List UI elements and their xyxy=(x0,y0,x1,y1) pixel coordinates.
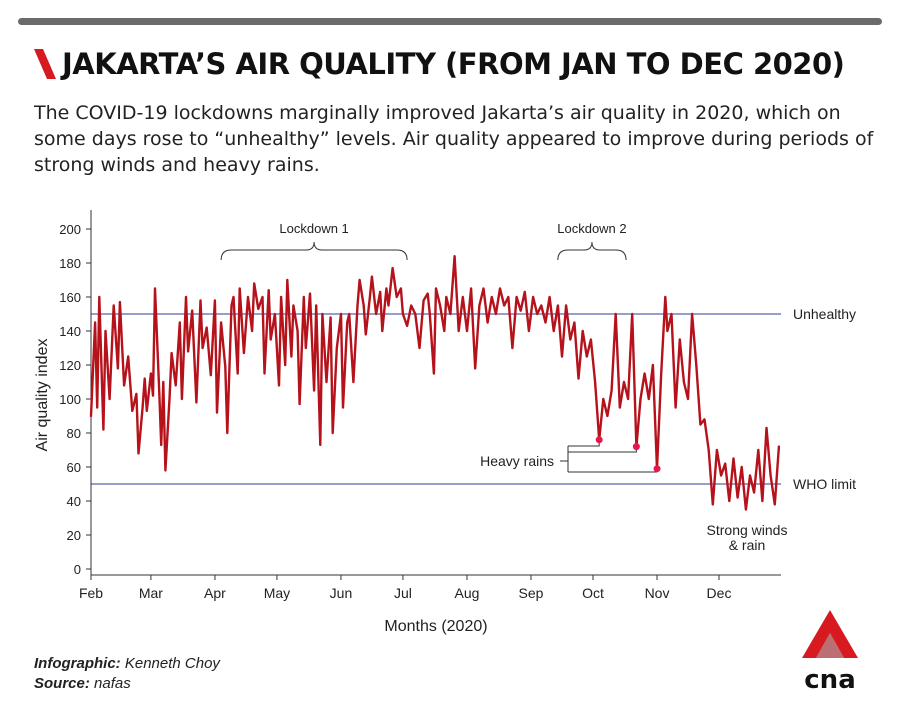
x-tick-label: Oct xyxy=(582,585,604,601)
top-rule xyxy=(18,18,882,25)
x-tick-label: Feb xyxy=(79,585,103,601)
heavy-rains-label: Heavy rains xyxy=(480,453,554,469)
x-tick-label: May xyxy=(264,585,290,601)
heavy-rains-marker xyxy=(653,465,661,473)
infographic-author: Kenneth Choy xyxy=(124,655,220,672)
strong-winds-label: & rain xyxy=(729,537,766,553)
heavy-rains-marker xyxy=(632,443,640,451)
x-tick-label: Nov xyxy=(645,585,670,601)
infographic-credit: Infographic: Kenneth Choy xyxy=(34,655,220,672)
source-value: nafas xyxy=(94,675,131,692)
y-axis-label: Air quality index xyxy=(34,339,51,452)
source-label: Source: xyxy=(34,675,90,692)
y-tick-label: 80 xyxy=(67,426,81,441)
x-axis-label: Months (2020) xyxy=(384,618,487,635)
cna-logo-mark-icon xyxy=(802,610,858,658)
source-credit: Source: nafas xyxy=(34,675,131,692)
y-tick-label: 120 xyxy=(59,358,81,373)
y-tick-label: 60 xyxy=(67,460,81,475)
lockdown-brace xyxy=(220,241,408,261)
heavy-rains-leader xyxy=(568,446,637,453)
lockdown-label: Lockdown 1 xyxy=(279,221,348,236)
lockdown-brace xyxy=(557,241,627,261)
x-tick-label: Mar xyxy=(139,585,163,601)
title-row: JAKARTA’S AIR QUALITY (FROM JAN TO DEC 2… xyxy=(34,44,845,84)
y-tick-label: 100 xyxy=(59,392,81,407)
subtitle: The COVID-19 lockdowns marginally improv… xyxy=(34,102,874,176)
heavy-rains-marker xyxy=(595,436,603,444)
infographic-label: Infographic: xyxy=(34,655,121,672)
y-tick-label: 180 xyxy=(59,256,81,271)
reference-line-label: WHO limit xyxy=(793,476,856,492)
x-tick-label: Jul xyxy=(394,585,412,601)
x-tick-label: Apr xyxy=(204,585,226,601)
y-tick-label: 200 xyxy=(59,222,81,237)
y-tick-label: 140 xyxy=(59,324,81,339)
strong-winds-label: Strong winds xyxy=(707,522,788,538)
x-tick-label: Dec xyxy=(707,585,732,601)
x-tick-label: Jun xyxy=(330,585,353,601)
cna-logo: cna xyxy=(802,610,858,692)
y-tick-label: 20 xyxy=(67,528,81,543)
y-tick-label: 40 xyxy=(67,494,81,509)
cna-logo-text: cna xyxy=(804,665,855,692)
aqi-series-line xyxy=(89,255,781,511)
page-title: JAKARTA’S AIR QUALITY (FROM JAN TO DEC 2… xyxy=(62,47,845,81)
x-tick-label: Sep xyxy=(519,585,544,601)
red-slash-icon xyxy=(34,49,56,79)
reference-line-label: Unhealthy xyxy=(793,306,856,322)
lockdown-label: Lockdown 2 xyxy=(557,221,626,236)
air-quality-chart: 0 20 40 60 80 100 120 140 160 180 200 Feb Mar Apr May J… xyxy=(34,210,856,635)
y-tick-label: 0 xyxy=(74,562,81,577)
heavy-rains-leader xyxy=(568,439,600,447)
y-tick-label: 160 xyxy=(59,290,81,305)
x-tick-label: Aug xyxy=(455,585,480,601)
